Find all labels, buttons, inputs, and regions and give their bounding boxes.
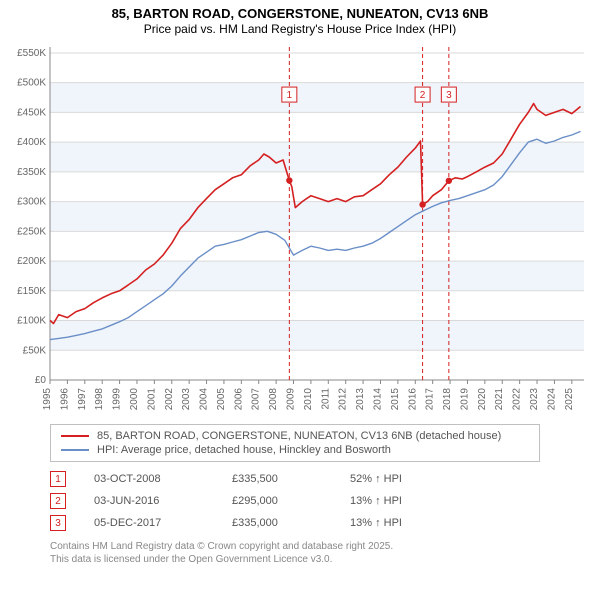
svg-text:2016: 2016 [407,388,418,411]
svg-text:1998: 1998 [94,388,105,411]
svg-text:1999: 1999 [112,388,123,411]
sales-row: 2 03-JUN-2016 £295,000 13% ↑ HPI [50,490,592,512]
svg-text:3: 3 [446,90,452,101]
footer-line2: This data is licensed under the Open Gov… [50,553,592,566]
svg-text:£100K: £100K [17,316,46,327]
svg-text:2014: 2014 [372,388,383,411]
sale-marker-box: 3 [50,515,66,531]
svg-text:£200K: £200K [17,256,46,267]
svg-text:2005: 2005 [216,388,227,411]
chart-svg: £0 £50K £100K £150K £200K £250K £300K £350K £400… [8,41,592,416]
footer-line1: Contains HM Land Registry data © Crown c… [50,540,592,553]
svg-text:2007: 2007 [251,388,262,411]
svg-text:£300K: £300K [17,197,46,208]
sale-price: £295,000 [232,495,322,507]
svg-text:1: 1 [287,90,293,101]
svg-text:£50K: £50K [23,346,47,357]
footer: Contains HM Land Registry data © Crown c… [50,540,592,566]
svg-text:£400K: £400K [17,137,46,148]
sale-marker-box: 1 [50,471,66,487]
sale-pct: 13% ↑ HPI [350,495,450,507]
svg-text:2008: 2008 [268,388,279,411]
chart-container: 85, BARTON ROAD, CONGERSTONE, NUNEATON, … [0,0,600,590]
legend-row-hpi: HPI: Average price, detached house, Hinc… [61,443,529,457]
svg-text:2010: 2010 [303,388,314,411]
sales-row: 1 03-OCT-2008 £335,500 52% ↑ HPI [50,468,592,490]
sale-pct: 13% ↑ HPI [350,517,450,529]
svg-text:1996: 1996 [59,388,70,411]
svg-text:£0: £0 [35,375,47,386]
sales-table: 1 03-OCT-2008 £335,500 52% ↑ HPI 2 03-JUN-201… [50,468,592,534]
legend: 85, BARTON ROAD, CONGERSTONE, NUNEATON, … [50,424,540,462]
sale-date: 03-JUN-2016 [94,495,204,507]
svg-text:2018: 2018 [442,388,453,411]
legend-swatch-property [61,435,89,437]
svg-text:2001: 2001 [146,388,157,411]
svg-text:£450K: £450K [17,108,46,119]
sale-pct: 52% ↑ HPI [350,473,450,485]
svg-text:£150K: £150K [17,286,46,297]
svg-text:2025: 2025 [564,388,575,411]
title-subtitle: Price paid vs. HM Land Registry's House … [8,22,592,37]
svg-text:2020: 2020 [477,388,488,411]
svg-text:2019: 2019 [459,388,470,411]
svg-text:£500K: £500K [17,78,46,89]
sales-row: 3 05-DEC-2017 £335,000 13% ↑ HPI [50,512,592,534]
sale-date: 03-OCT-2008 [94,473,204,485]
svg-text:2011: 2011 [320,388,331,410]
svg-text:£350K: £350K [17,167,46,178]
svg-text:2012: 2012 [338,388,349,411]
legend-row-property: 85, BARTON ROAD, CONGERSTONE, NUNEATON, … [61,429,529,443]
svg-text:2013: 2013 [355,388,366,411]
line-chart: £0 £50K £100K £150K £200K £250K £300K £350K £400… [8,41,592,416]
sale-date: 05-DEC-2017 [94,517,204,529]
title-address: 85, BARTON ROAD, CONGERSTONE, NUNEATON, … [8,6,592,22]
svg-text:2024: 2024 [546,388,557,411]
svg-text:2000: 2000 [129,388,140,411]
svg-text:£550K: £550K [17,48,46,59]
sale-marker-box: 2 [50,493,66,509]
svg-text:2003: 2003 [181,388,192,411]
svg-text:2022: 2022 [512,388,523,411]
legend-swatch-hpi [61,449,89,451]
svg-text:1995: 1995 [42,388,53,411]
svg-text:2023: 2023 [529,388,540,411]
title-block: 85, BARTON ROAD, CONGERSTONE, NUNEATON, … [8,6,592,37]
svg-text:2015: 2015 [390,388,401,411]
svg-text:2017: 2017 [425,388,436,411]
legend-label-property: 85, BARTON ROAD, CONGERSTONE, NUNEATON, … [97,430,501,442]
svg-text:1997: 1997 [77,388,88,411]
svg-text:2009: 2009 [286,388,297,411]
sale-price: £335,000 [232,517,322,529]
svg-text:2006: 2006 [233,388,244,411]
svg-text:2021: 2021 [494,388,505,411]
legend-label-hpi: HPI: Average price, detached house, Hinc… [97,444,391,456]
svg-text:£250K: £250K [17,227,46,238]
svg-text:2002: 2002 [164,388,175,411]
svg-text:2: 2 [420,90,426,101]
sale-price: £335,500 [232,473,322,485]
svg-text:2004: 2004 [199,388,210,411]
